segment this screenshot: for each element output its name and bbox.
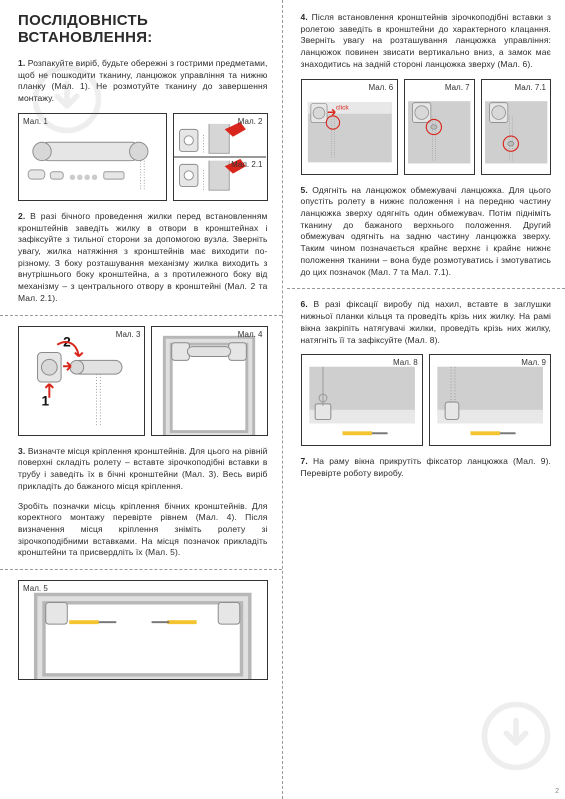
figure-8-caption: Мал. 8 bbox=[393, 358, 418, 367]
figure-2: Мал. 2 Мал. 2.1 bbox=[173, 113, 267, 201]
figure-6-svg: click bbox=[302, 80, 398, 174]
figure-row-4: Мал. 6 click Мал. 7 bbox=[301, 79, 552, 175]
figure-4: Мал. 4 bbox=[151, 326, 267, 436]
figure-2-svg bbox=[174, 114, 266, 200]
figure-21-caption: Мал. 2.1 bbox=[231, 160, 262, 169]
divider-left-2 bbox=[0, 569, 282, 570]
figure-9-caption: Мал. 9 bbox=[521, 358, 546, 367]
figure-71-caption: Мал. 7.1 bbox=[515, 83, 546, 92]
figure-row-3: Мал. 5 bbox=[18, 580, 268, 680]
figure-3: Мал. 3 1 2 bbox=[18, 326, 145, 436]
figure-7: Мал. 7 bbox=[404, 79, 474, 175]
figure-4-caption: Мал. 4 bbox=[238, 330, 263, 339]
figure-5-svg bbox=[19, 581, 267, 679]
figure-4-svg bbox=[152, 327, 266, 435]
watermark-icon-2 bbox=[481, 701, 551, 771]
figure-71: Мал. 7.1 bbox=[481, 79, 551, 175]
step-3a: 3. Визначте місця кріплення кронштейнів.… bbox=[18, 446, 268, 493]
step-5: 5. Одягніть на ланцюжок обмежувачі ланцю… bbox=[301, 185, 552, 279]
figure-5-caption: Мал. 5 bbox=[23, 584, 48, 593]
figure-5: Мал. 5 bbox=[18, 580, 268, 680]
step-3b: Зробіть позначки місць кріплення бічних … bbox=[18, 501, 268, 560]
step-6: 6. В разі фіксації виробу під нахил, вст… bbox=[301, 299, 552, 346]
figure-9-svg bbox=[430, 355, 550, 445]
figure-8-svg bbox=[302, 355, 422, 445]
page-number: 2 bbox=[555, 788, 559, 795]
figure-7-svg bbox=[405, 80, 473, 174]
figure-row-5: Мал. 8 Мал. 9 bbox=[301, 354, 552, 446]
figure-7-caption: Мал. 7 bbox=[445, 83, 470, 92]
figure-6-caption: Мал. 6 bbox=[368, 83, 393, 92]
figure-8: Мал. 8 bbox=[301, 354, 423, 446]
figure-row-2: Мал. 3 1 2 Мал. 4 bbox=[18, 326, 268, 436]
figure-3-caption: Мал. 3 bbox=[116, 330, 141, 339]
step-7: 7. На раму вікна прикрутіть фіксатор лан… bbox=[301, 456, 552, 479]
divider-right-1 bbox=[287, 288, 565, 289]
page-title: ПОСЛІДОВНІСТЬ ВСТАНОВЛЕННЯ: bbox=[18, 12, 268, 46]
figure-3-svg: 1 2 bbox=[19, 327, 144, 435]
svg-text:1: 1 bbox=[41, 393, 49, 408]
step-4: 4. Після встановлення кронштейнів зірочк… bbox=[301, 12, 552, 71]
divider-left-1 bbox=[0, 315, 282, 316]
watermark-icon bbox=[32, 64, 102, 134]
step-2: 2. В разі бічного проведення жилки перед… bbox=[18, 211, 268, 305]
figure-9: Мал. 9 bbox=[429, 354, 551, 446]
click-label: click bbox=[335, 104, 349, 111]
figure-6: Мал. 6 click bbox=[301, 79, 399, 175]
figure-2-caption: Мал. 2 bbox=[238, 117, 263, 126]
figure-71-svg bbox=[482, 80, 550, 174]
